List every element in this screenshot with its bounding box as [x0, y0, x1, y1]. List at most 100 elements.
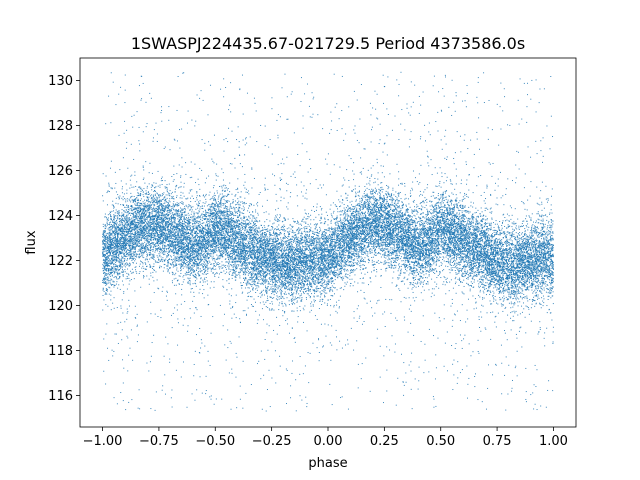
data-point	[305, 245, 307, 247]
data-point	[288, 285, 290, 287]
data-point	[513, 229, 515, 231]
data-point	[480, 255, 482, 257]
data-point	[456, 207, 458, 209]
data-point	[119, 251, 121, 253]
data-point	[282, 237, 284, 239]
data-point	[239, 88, 241, 90]
data-point	[543, 274, 545, 276]
data-point	[419, 230, 421, 232]
data-point	[394, 222, 396, 224]
data-point	[265, 228, 267, 230]
data-point	[174, 257, 176, 259]
data-point	[343, 289, 345, 291]
data-point	[304, 256, 306, 258]
data-point	[343, 277, 345, 279]
data-point	[245, 246, 247, 248]
data-point	[196, 191, 198, 193]
data-point	[110, 221, 112, 223]
data-point	[315, 226, 317, 228]
data-point	[264, 241, 266, 243]
data-point	[311, 209, 313, 211]
data-point	[174, 236, 176, 238]
data-point	[131, 195, 133, 197]
data-point	[198, 275, 200, 277]
data-point	[350, 224, 352, 226]
data-point	[442, 220, 444, 222]
data-point	[421, 209, 423, 211]
data-point	[321, 256, 322, 258]
data-point	[132, 271, 134, 273]
data-point	[549, 224, 551, 226]
data-point	[435, 249, 437, 251]
data-point	[428, 217, 430, 219]
data-point	[320, 258, 322, 260]
data-point	[466, 257, 468, 259]
data-point	[438, 201, 440, 203]
data-point	[135, 204, 137, 206]
data-point	[315, 253, 317, 255]
data-point	[417, 261, 419, 263]
data-point	[182, 248, 184, 250]
data-point	[234, 242, 236, 244]
data-point	[122, 274, 124, 276]
data-point	[276, 119, 278, 121]
data-point	[504, 249, 506, 251]
data-point	[284, 288, 286, 290]
data-point	[202, 214, 204, 216]
data-point	[447, 266, 449, 268]
data-point	[483, 218, 485, 220]
data-point	[518, 287, 520, 289]
data-point	[291, 246, 293, 248]
data-point	[236, 219, 238, 221]
data-point	[149, 212, 151, 214]
data-point	[233, 271, 235, 273]
data-point	[467, 278, 469, 280]
data-point	[481, 254, 483, 256]
data-point	[335, 265, 337, 267]
data-point	[211, 202, 213, 204]
data-point	[111, 274, 113, 276]
data-point	[342, 254, 344, 256]
data-point	[199, 238, 201, 240]
data-point	[220, 210, 222, 212]
data-point	[531, 264, 533, 266]
data-point	[378, 230, 380, 232]
data-point	[484, 288, 486, 290]
data-point	[180, 217, 182, 219]
data-point	[146, 228, 148, 230]
data-point	[537, 265, 539, 267]
data-point	[166, 190, 168, 192]
data-point	[119, 267, 121, 269]
data-point	[231, 234, 233, 236]
data-point	[176, 231, 178, 233]
data-point	[334, 233, 336, 235]
data-point	[453, 253, 455, 255]
data-point	[536, 186, 538, 188]
data-point	[128, 401, 130, 403]
data-point	[407, 278, 409, 280]
data-point	[197, 254, 199, 256]
data-point	[146, 223, 148, 225]
data-point	[281, 178, 283, 180]
data-point	[478, 249, 480, 251]
data-point	[431, 200, 433, 202]
data-point	[494, 240, 496, 242]
data-point	[389, 196, 391, 198]
data-point	[289, 243, 291, 245]
data-point	[237, 233, 239, 235]
data-point	[235, 252, 237, 254]
data-point	[381, 191, 383, 193]
data-point	[120, 244, 122, 246]
data-point	[168, 183, 170, 185]
data-point	[293, 277, 295, 279]
data-point	[142, 165, 144, 167]
data-point	[244, 262, 246, 264]
data-point	[207, 252, 209, 254]
data-point	[405, 225, 407, 227]
data-point	[426, 198, 428, 200]
data-point	[535, 140, 537, 142]
data-point	[454, 152, 456, 154]
data-point	[337, 242, 339, 244]
data-point	[499, 266, 501, 268]
data-point	[490, 338, 492, 340]
